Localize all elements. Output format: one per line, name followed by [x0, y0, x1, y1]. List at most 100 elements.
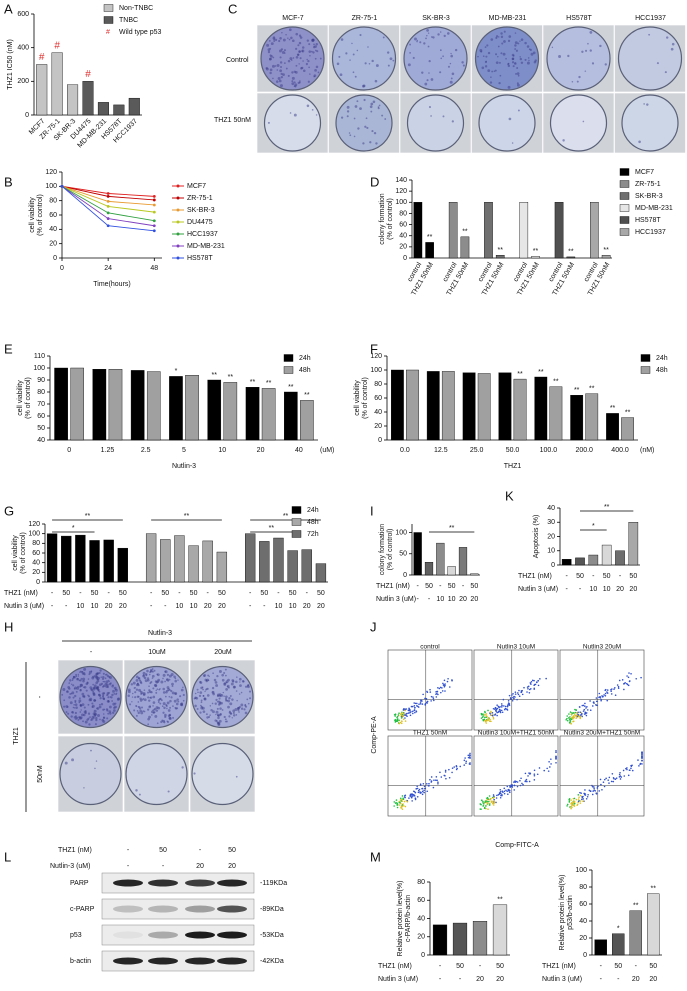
colony — [88, 673, 91, 676]
colony — [495, 53, 498, 56]
colony — [132, 692, 134, 695]
event — [503, 708, 506, 711]
colony — [73, 707, 76, 709]
event — [621, 679, 624, 681]
colony — [356, 100, 359, 103]
condition-cell: 50 — [470, 583, 478, 590]
colony — [136, 710, 139, 712]
data-point — [152, 224, 156, 228]
colony — [439, 49, 442, 52]
colony — [515, 49, 519, 52]
event — [495, 797, 498, 799]
band — [113, 905, 143, 913]
event — [499, 791, 502, 793]
colony — [168, 717, 172, 720]
condition-cell: - — [416, 596, 419, 603]
event — [572, 712, 575, 714]
event — [513, 784, 516, 787]
event — [483, 807, 486, 810]
colony — [462, 64, 465, 67]
colony — [97, 714, 100, 717]
colony — [517, 74, 520, 77]
event — [400, 720, 403, 722]
colony — [92, 683, 94, 686]
colony — [95, 760, 98, 762]
colony — [98, 705, 102, 709]
event — [411, 795, 414, 797]
colony — [519, 56, 521, 58]
legend-swatch — [640, 354, 651, 362]
colony — [409, 52, 411, 54]
event — [496, 704, 498, 706]
event — [413, 707, 416, 709]
bar — [601, 255, 611, 259]
significance: ** — [553, 379, 559, 386]
colony — [239, 681, 241, 683]
colony — [79, 685, 81, 688]
data-point — [152, 210, 156, 214]
colony — [430, 115, 432, 117]
condition-cell: 10 — [76, 603, 84, 610]
colony — [152, 701, 156, 704]
event — [635, 677, 638, 680]
y-tick-label: 100 — [45, 183, 57, 190]
colony — [65, 705, 69, 708]
condition-cell: 20 — [470, 596, 478, 603]
colony — [145, 673, 148, 676]
condition-cell: - — [617, 976, 620, 983]
size-label: -119KDa — [260, 880, 287, 887]
band — [185, 931, 215, 939]
event — [488, 795, 491, 797]
colony — [426, 35, 428, 37]
event — [400, 806, 402, 809]
legend-swatch — [103, 4, 114, 12]
bar — [261, 388, 276, 441]
y-tick-label: 0 — [25, 112, 29, 119]
event — [393, 805, 395, 807]
colony — [91, 702, 94, 705]
colony — [213, 678, 217, 682]
event — [555, 751, 557, 754]
data-point — [106, 224, 110, 228]
colony — [524, 41, 527, 45]
bar — [425, 242, 434, 259]
colony — [100, 703, 104, 706]
condition-cell: 20 — [218, 603, 226, 610]
event — [491, 712, 494, 714]
colony — [416, 40, 418, 43]
event — [451, 771, 453, 774]
event — [506, 785, 509, 788]
colony — [71, 677, 74, 680]
colony — [484, 65, 488, 68]
colony — [211, 690, 215, 694]
colony — [353, 135, 356, 138]
colony — [526, 45, 530, 48]
colony — [65, 711, 68, 714]
event — [485, 800, 487, 802]
event — [589, 700, 591, 702]
bar — [513, 378, 527, 441]
colony — [508, 35, 512, 38]
colony — [484, 46, 487, 49]
event — [411, 710, 414, 713]
event — [404, 796, 406, 799]
bar — [117, 547, 128, 583]
colony — [278, 79, 282, 83]
colony — [166, 673, 170, 677]
y-tick-label: 30 — [547, 519, 555, 526]
colony — [485, 55, 488, 58]
y-tick-label: 80 — [417, 879, 425, 886]
event — [525, 778, 528, 781]
colony — [200, 701, 203, 704]
legend-label: MCF7 — [635, 169, 654, 176]
condition-cell: - — [249, 590, 252, 597]
condition-cell: 10 — [289, 603, 297, 610]
colony — [424, 82, 428, 86]
colony — [212, 710, 215, 714]
blot-strip — [101, 924, 255, 946]
event — [606, 689, 609, 691]
colony — [223, 682, 227, 686]
bar — [470, 573, 479, 576]
bar — [160, 539, 171, 583]
y-axis-label: colony formation — [379, 524, 386, 575]
